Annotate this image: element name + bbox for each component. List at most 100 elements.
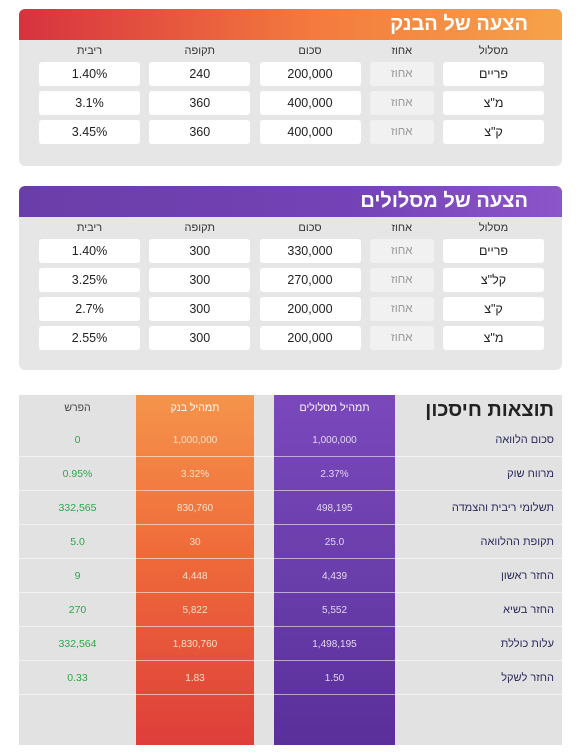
amount-field[interactable]: 200,000 <box>259 326 361 350</box>
results-row: סכום הלוואה 1,000,000 1,000,000 0 <box>19 423 562 457</box>
track-field[interactable]: קל"צ <box>443 268 544 292</box>
period-field[interactable]: 360 <box>149 91 251 115</box>
bank-value: 830,760 <box>176 502 214 514</box>
header-track: מסלול <box>478 45 509 57</box>
header-rate: ריבית <box>76 45 103 57</box>
tracks-value: 1,000,000 <box>312 434 357 446</box>
results-row: החזר בשיא 5,552 5,822 270 <box>19 593 562 627</box>
result-label: תקופת ההלוואה <box>480 536 554 548</box>
rate-field[interactable]: 2.55% <box>39 326 140 350</box>
bank-offer-row: ק"צ אחוז 400,000 360 3.45% <box>39 120 544 144</box>
header-period: תקופה <box>184 45 215 57</box>
tracks-offer-column-headers: מסלול אחוז סכום תקופה ריבית <box>19 217 562 239</box>
amount-field[interactable]: 270,000 <box>259 268 361 292</box>
tracks-value: 4,439 <box>321 570 348 582</box>
period-field[interactable]: 300 <box>149 239 251 263</box>
percent-field[interactable]: אחוז <box>369 120 434 144</box>
percent-field[interactable]: אחוז <box>369 297 434 321</box>
bank-value: 1.83 <box>185 672 205 684</box>
rate-field[interactable]: 3.45% <box>39 120 140 144</box>
bank-value: 5,822 <box>182 604 208 616</box>
bank-value: 1,830,760 <box>172 638 218 650</box>
bank-offer-panel: הצעה של הבנק מסלול אחוז סכום תקופה ריבית… <box>19 9 562 166</box>
bank-offer-row: פריים אחוז 200,000 240 1.40% <box>39 62 544 86</box>
result-label: החזר ראשון <box>500 570 554 582</box>
tracks-offer-row: מ"צ אחוז 200,000 300 2.55% <box>39 326 544 350</box>
period-field[interactable]: 300 <box>149 268 251 292</box>
amount-field[interactable]: 400,000 <box>259 91 361 115</box>
header-rate: ריבית <box>76 222 103 234</box>
tracks-offer-header: הצעה של מסלולים <box>19 186 562 217</box>
rate-field[interactable]: 1.40% <box>39 239 140 263</box>
tracks-value: 25.0 <box>324 536 345 548</box>
period-field[interactable]: 240 <box>149 62 251 86</box>
percent-field[interactable]: אחוז <box>369 268 434 292</box>
results-row: עלות כוללת 1,498,195 1,830,760 332,564 <box>19 627 562 661</box>
bank-mix-header: תמהיל בנק <box>170 402 220 414</box>
amount-field[interactable]: 330,000 <box>259 239 361 263</box>
results-row: החזר ראשון 4,439 4,448 9 <box>19 559 562 593</box>
results-row: מרווח שוק 2.37% 3.32% 0.95% <box>19 457 562 491</box>
results-row: החזר לשקל 1.50 1.83 0.33 <box>19 661 562 695</box>
track-field[interactable]: פריים <box>443 239 544 263</box>
header-track: מסלול <box>478 222 509 234</box>
period-field[interactable]: 300 <box>149 326 251 350</box>
amount-field[interactable]: 200,000 <box>259 297 361 321</box>
period-field[interactable]: 360 <box>149 120 251 144</box>
percent-field[interactable]: אחוז <box>369 239 434 263</box>
amount-field[interactable]: 200,000 <box>259 62 361 86</box>
difference-header: הפרש <box>64 402 91 414</box>
percent-field[interactable]: אחוז <box>369 91 434 115</box>
difference-value: 0.95% <box>62 468 93 480</box>
rate-field[interactable]: 3.1% <box>39 91 140 115</box>
bank-offer-header: הצעה של הבנק <box>19 9 562 40</box>
difference-value: 0 <box>74 434 81 446</box>
track-field[interactable]: ק"צ <box>443 297 544 321</box>
difference-value: 332,565 <box>58 502 97 514</box>
bank-value: 4,448 <box>182 570 208 582</box>
tracks-mix-header: תמהיל מסלולים <box>299 402 370 414</box>
bank-value: 30 <box>189 536 201 548</box>
track-field[interactable]: פריים <box>443 62 544 86</box>
difference-value: 270 <box>68 604 87 616</box>
results-row: תשלומי ריבית והצמדה 498,195 830,760 332,… <box>19 491 562 525</box>
tracks-value: 498,195 <box>316 502 353 514</box>
tracks-offer-title: הצעה של מסלולים <box>360 190 528 212</box>
track-field[interactable]: ק"צ <box>443 120 544 144</box>
tracks-value: 2.37% <box>320 468 349 480</box>
tracks-offer-row: פריים אחוז 330,000 300 1.40% <box>39 239 544 263</box>
tracks-offer-row: ק"צ אחוז 200,000 300 2.7% <box>39 297 544 321</box>
difference-value: 5.0 <box>70 536 85 548</box>
bank-mix-column: תמהיל בנק <box>136 395 254 745</box>
result-label: החזר בשיא <box>503 604 554 616</box>
difference-value: 9 <box>74 570 81 582</box>
results-title: תוצאות חיסכון <box>425 399 554 421</box>
header-amount: סכום <box>298 45 322 57</box>
bank-offer-column-headers: מסלול אחוז סכום תקופה ריבית <box>19 40 562 62</box>
difference-value: 0.33 <box>67 672 88 684</box>
tracks-offer-panel: הצעה של מסלולים מסלול אחוז סכום תקופה רי… <box>19 186 562 370</box>
savings-results-table: תמהיל בנק תמהיל מסלולים הפרש תוצאות חיסכ… <box>19 395 562 745</box>
amount-field[interactable]: 400,000 <box>259 120 361 144</box>
result-label: מרווח שוק <box>507 468 554 480</box>
bank-value: 1,000,000 <box>172 434 218 446</box>
track-field[interactable]: מ"צ <box>443 326 544 350</box>
result-label: תשלומי ריבית והצמדה <box>451 502 554 514</box>
percent-field[interactable]: אחוז <box>369 62 434 86</box>
bank-offer-row: מ"צ אחוז 400,000 360 3.1% <box>39 91 544 115</box>
tracks-offer-row: קל"צ אחוז 270,000 300 3.25% <box>39 268 544 292</box>
rate-field[interactable]: 3.25% <box>39 268 140 292</box>
rate-field[interactable]: 2.7% <box>39 297 140 321</box>
header-period: תקופה <box>184 222 215 234</box>
difference-value: 332,564 <box>58 638 97 650</box>
tracks-value: 1.50 <box>324 672 345 684</box>
percent-field[interactable]: אחוז <box>369 326 434 350</box>
bank-offer-title: הצעה של הבנק <box>390 13 528 35</box>
rate-field[interactable]: 1.40% <box>39 62 140 86</box>
tracks-mix-column: תמהיל מסלולים <box>274 395 395 745</box>
header-percent: אחוז <box>391 222 413 234</box>
track-field[interactable]: מ"צ <box>443 91 544 115</box>
period-field[interactable]: 300 <box>149 297 251 321</box>
header-percent: אחוז <box>391 45 413 57</box>
tracks-value: 5,552 <box>321 604 348 616</box>
